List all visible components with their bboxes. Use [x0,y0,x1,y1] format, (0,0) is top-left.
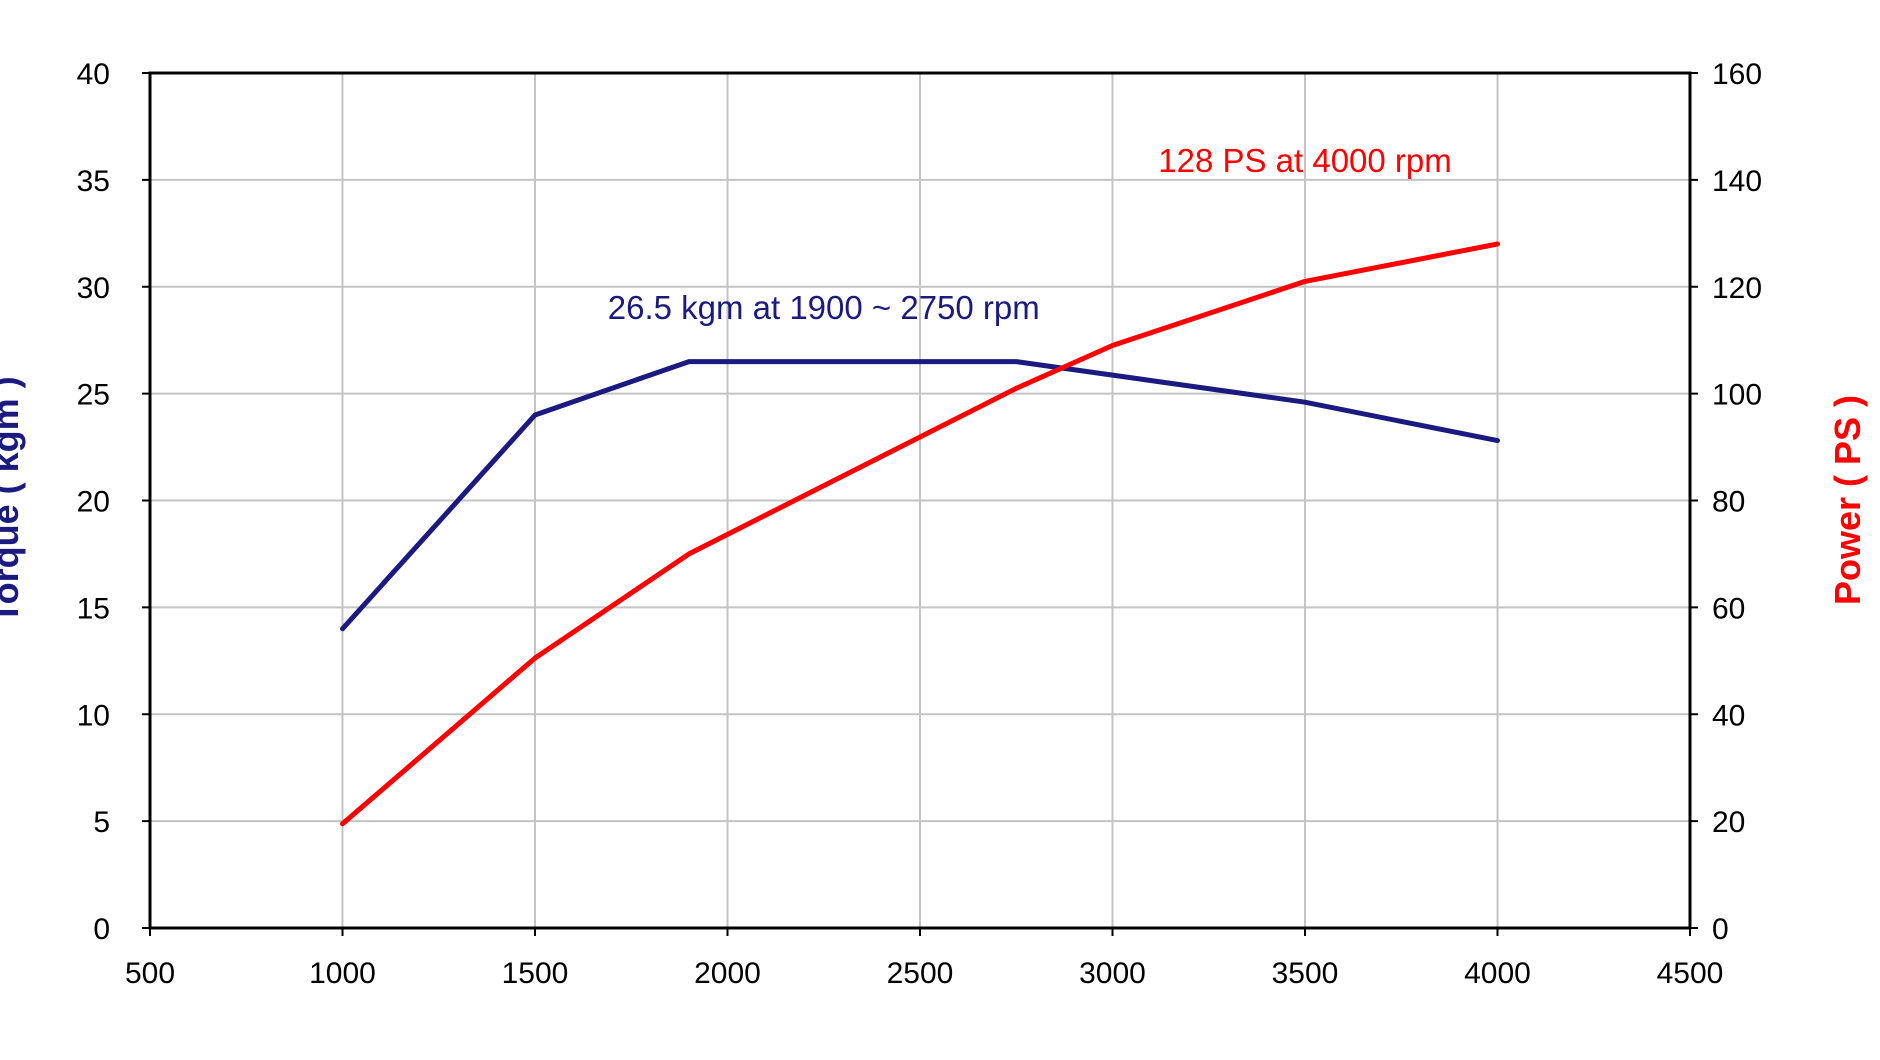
x-tick-label: 1000 [309,957,376,990]
power-series-line [340,241,1500,827]
y2-tick-label: 0 [1712,913,1729,946]
series [340,241,1500,827]
y2-tick-label: 160 [1712,58,1762,91]
y-tick-label: 40 [77,58,110,91]
y2-tick-label: 120 [1712,272,1762,305]
x-tick-label: 2000 [694,957,761,990]
y2-tick-label: 60 [1712,592,1745,625]
torque-series-line [340,359,1500,632]
x-tick-label: 3500 [1272,957,1339,990]
y-tick-label: 35 [77,165,110,198]
x-tick-label: 1500 [502,957,569,990]
y2-tick-label: 80 [1712,486,1745,519]
x-tick-label: 2500 [887,957,954,990]
y2-tick-label: 100 [1712,379,1762,412]
y2-tick-label: 20 [1712,806,1745,839]
grid [150,73,1690,928]
x-tick-label: 4000 [1464,957,1531,990]
y2-axis-ticks: 0 20 40 60 80 100 120 140 160 [1690,58,1762,946]
x-tick-label: 3000 [1079,957,1146,990]
x-tick-label: 4500 [1657,957,1724,990]
y2-tick-label: 40 [1712,699,1745,732]
y-tick-label: 30 [77,272,110,305]
y-tick-label: 10 [77,699,110,732]
y-axis-ticks: 0 5 10 15 20 25 30 35 40 [77,58,150,946]
y2-tick-label: 140 [1712,165,1762,198]
power-peak-annotation: 128 PS at 4000 rpm [1158,142,1452,179]
y-tick-label: 0 [93,913,110,946]
y-axis-title-torque: Torque ( kgm ) [0,376,26,623]
y-tick-label: 5 [93,806,110,839]
x-tick-label: 500 [125,957,175,990]
y2-axis-title-power: Power ( PS ) [1827,395,1868,605]
x-axis-ticks: 500 1000 1500 2000 2500 3000 3500 4000 4500 [125,928,1723,990]
y-tick-label: 15 [77,592,110,625]
y-tick-label: 20 [77,486,110,519]
y-tick-label: 25 [77,379,110,412]
torque-peak-annotation: 26.5 kgm at 1900 ~ 2750 rpm [608,289,1040,326]
